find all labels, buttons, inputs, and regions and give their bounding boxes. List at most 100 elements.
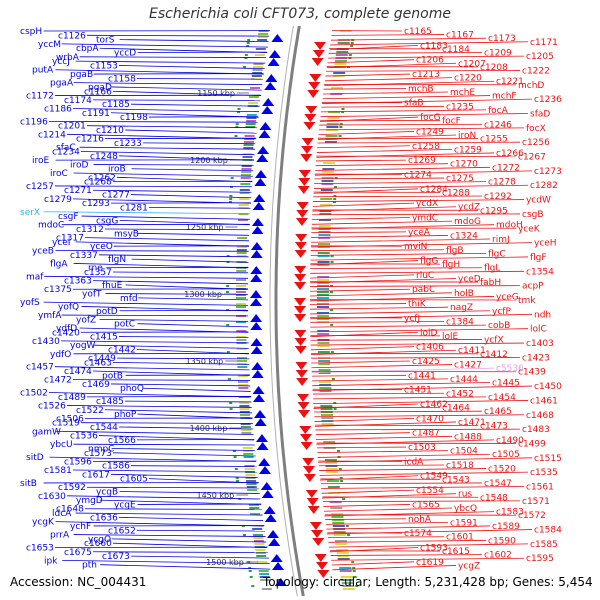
right-gene-label: ybcQ (454, 504, 477, 514)
left-feature-track-block (252, 72, 263, 74)
right-gene-label: csgB (522, 210, 544, 220)
right-gene-leader (325, 73, 411, 77)
left-gene-leader (118, 516, 264, 521)
left-gene-leader (131, 168, 254, 172)
right-gene-label: flgH (442, 260, 460, 270)
left-gene-label: pgaB (70, 70, 93, 80)
left-gene-leader (148, 207, 251, 209)
left-feature-track-block (257, 561, 268, 563)
right-feature-track-block (321, 423, 334, 425)
left-strand-feature (258, 130, 271, 138)
left-feature-track-block (238, 387, 249, 389)
left-feature-track-block (236, 246, 247, 248)
left-gene-leader (44, 275, 249, 279)
left-gene-leader (80, 422, 253, 424)
left-gene-label: c1281 (120, 203, 148, 213)
left-feature-track-block (259, 573, 270, 575)
right-gene-label: pabC (412, 285, 435, 295)
right-strand-feature (301, 146, 313, 154)
right-strand-feature (294, 314, 307, 322)
right-feature-track-block (317, 255, 330, 257)
right-strand-feature (317, 570, 330, 578)
left-gene-label: fhuE (102, 281, 123, 291)
left-gene-label: c1469 (82, 380, 110, 390)
left-strand-feature (270, 554, 283, 562)
left-feature-track-block (238, 384, 249, 386)
right-strand-feature (296, 394, 309, 402)
left-gene-leader (118, 336, 249, 338)
left-gene-leader (112, 362, 250, 365)
left-gene-leader (98, 254, 249, 258)
right-gene-label: c1220 (454, 74, 482, 84)
right-gene-label: c1602 (484, 551, 512, 561)
left-feature-track-block (236, 291, 246, 293)
right-feature-track-block (318, 234, 331, 236)
left-gene-label: c1191 (82, 109, 110, 119)
scale-tick-label: 1450 kbp (196, 491, 234, 500)
left-strand-feature (253, 194, 266, 202)
left-feature-track-block (243, 141, 254, 143)
left-gene-label: c1617 (82, 470, 110, 480)
right-gene-leader (313, 400, 529, 405)
right-strand-feature (294, 242, 307, 250)
right-gc-track-block (334, 177, 338, 179)
right-gene-label: c1505 (492, 450, 520, 460)
right-gene-label: c1471 (458, 418, 486, 428)
left-gene-label: sitD (26, 453, 44, 463)
left-gc-track-block (246, 42, 250, 44)
right-feature-track-block (321, 177, 334, 179)
left-feature-track-block (239, 189, 250, 191)
left-gene-label: c1605 (120, 475, 148, 485)
right-gene-label: c1454 (488, 393, 516, 403)
right-feature-track-block (317, 252, 330, 254)
right-feature-track-block (325, 135, 338, 137)
accession-text: Accession: NC_004431 (10, 575, 147, 589)
left-gene-label: c1592 (58, 483, 86, 493)
right-gene-label: c1221 (496, 77, 524, 87)
left-feature-track-block (236, 348, 247, 350)
left-gene-label: c1357 (84, 268, 112, 278)
left-feature-track-block (236, 297, 246, 299)
left-feature-track-block (242, 156, 253, 158)
right-feature-track-block (317, 333, 330, 335)
left-feature-track-block (246, 117, 257, 119)
right-gene-leader (315, 166, 491, 171)
left-gene-label: c1198 (120, 113, 148, 123)
left-strand-feature (261, 106, 274, 114)
left-gene-label: c1271 (64, 186, 92, 196)
right-gene-leader (315, 159, 407, 162)
right-gene-leader (327, 59, 415, 64)
left-gene-label: mfd (120, 294, 138, 304)
left-gene-label: flgN (108, 255, 126, 265)
right-gene-label: c1499 (518, 439, 546, 449)
right-gene-leader (319, 475, 419, 481)
right-gc-track-block (352, 567, 356, 569)
right-gene-leader (313, 403, 419, 409)
left-gene-leader (124, 129, 257, 134)
left-feature-track-block (240, 177, 251, 179)
right-gene-leader (321, 105, 445, 108)
left-gene-label: c1506 (56, 414, 84, 424)
right-gene-leader (318, 134, 457, 140)
right-gene-label: c1406 (416, 343, 444, 353)
right-gene-label: c1256 (522, 138, 550, 148)
right-gene-label: c1593 (420, 543, 448, 553)
right-feature-track-block (342, 585, 355, 587)
right-gene-leader (318, 127, 525, 131)
left-strand-feature (252, 394, 265, 402)
right-feature-track-block (319, 219, 331, 221)
right-gene-label: c1183 (420, 41, 448, 51)
right-gene-leader (325, 521, 449, 525)
right-gene-label: c1601 (446, 533, 474, 543)
left-gc-track-block (229, 201, 232, 203)
left-feature-track-block (245, 477, 256, 479)
left-feature-track-block (255, 552, 266, 554)
right-gene-leader (310, 310, 491, 315)
right-gc-track-block (338, 468, 342, 470)
right-feature-track-block (317, 285, 330, 287)
left-gene-leader (130, 103, 260, 107)
right-gene-label: c1275 (446, 174, 474, 184)
right-gene-label: c1222 (522, 66, 550, 76)
right-strand-feature (295, 370, 308, 378)
right-gc-track-block (350, 42, 354, 44)
